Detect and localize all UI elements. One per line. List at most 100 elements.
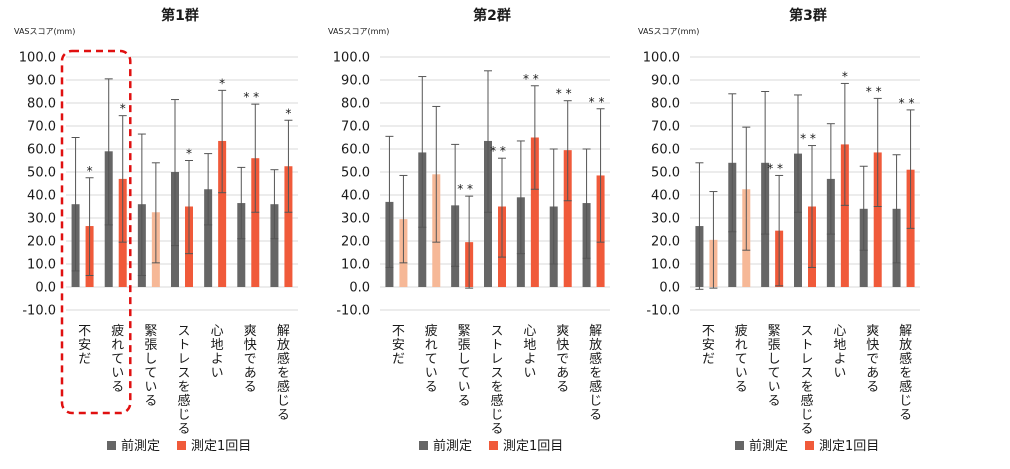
y-tick-label: 40.0 <box>651 189 680 204</box>
category-char: 感 <box>488 393 504 407</box>
category-char: 爽 <box>553 324 569 337</box>
legend-label-post: 測定1回目 <box>503 439 563 454</box>
bar-pre <box>794 153 802 287</box>
y-tick-label: 0.0 <box>349 281 370 296</box>
category-char: し <box>455 352 470 365</box>
category-char: で <box>553 352 568 365</box>
category-char: る <box>141 394 156 407</box>
chart-title: 第2群 <box>473 7 511 24</box>
y-tick-label: 80.0 <box>341 97 370 112</box>
category-char: 放 <box>586 338 602 352</box>
category-char: よ <box>830 352 845 365</box>
chart-panel-2: 第2群 VASスコア(mm) 100.0 90.0 80.0 70.0 60.0 50.0 40… <box>328 7 610 454</box>
significance-marker: * <box>219 76 225 90</box>
significance-marker: * * <box>457 182 473 196</box>
significance-marker: * * <box>523 72 539 86</box>
category-char: じ <box>586 394 601 407</box>
legend-swatch-pre <box>419 441 428 450</box>
chart-panel-1: 第1群 VASスコア(mm) 100.0 90.0 80.0 70.0 60.0 50.0 40… <box>14 7 298 454</box>
category-char: だ <box>699 352 714 365</box>
category-char: 緊 <box>765 324 781 337</box>
category-char: る <box>488 422 503 435</box>
legend-label-post: 測定1回目 <box>191 439 251 454</box>
category-label: 心地よい <box>830 324 846 379</box>
category-char: い <box>141 380 156 393</box>
y-tick-label: 10.0 <box>341 258 370 273</box>
significance-marker: * * <box>899 96 915 110</box>
category-char: 疲 <box>422 323 438 337</box>
legend-swatch-post <box>177 441 186 450</box>
category-label: 疲れている <box>732 323 748 393</box>
significance-marker: * * <box>490 144 506 158</box>
category-label: 不安だ <box>699 324 715 365</box>
category-char: て <box>422 352 437 365</box>
bar-pre <box>237 203 246 287</box>
y-tick-label: 10.0 <box>651 258 680 273</box>
y-tick-label: 80.0 <box>651 97 680 112</box>
category-label: 心地よい <box>208 324 224 379</box>
category-char: レ <box>488 352 503 365</box>
category-char: だ <box>389 352 404 365</box>
y-axis-unit-label: VASスコア(mm) <box>14 27 75 36</box>
category-char: る <box>241 380 256 393</box>
category-char: じ <box>488 408 503 421</box>
bar-post <box>563 150 572 287</box>
y-tick-label: 0.0 <box>35 281 56 296</box>
category-char: じ <box>798 408 813 421</box>
category-label: 疲れている <box>422 323 438 393</box>
category-char: ス <box>798 366 813 379</box>
category-char: だ <box>75 352 90 365</box>
category-char: じ <box>274 394 289 407</box>
bar-post <box>840 144 849 287</box>
category-char: る <box>586 408 601 421</box>
category-char: し <box>765 352 780 365</box>
category-char: 感 <box>896 379 912 393</box>
bar-post <box>218 140 227 287</box>
y-tick-label: 60.0 <box>27 143 56 158</box>
category-char: い <box>830 366 845 379</box>
chart-title: 第3群 <box>789 7 827 24</box>
category-char: 安 <box>75 338 91 351</box>
bar-post <box>530 137 539 287</box>
significance-marker: * * <box>589 95 605 109</box>
legend-swatch-post <box>805 441 814 450</box>
y-tick-label: 100.0 <box>19 51 56 66</box>
category-char: る <box>863 380 878 393</box>
category-label: ストレスを感じる <box>488 324 504 435</box>
significance-marker: * <box>120 102 126 116</box>
y-tick-label: 20.0 <box>341 235 370 250</box>
bar-post <box>251 158 260 287</box>
category-char: い <box>732 366 747 379</box>
category-char: い <box>455 380 470 393</box>
category-char: 張 <box>765 338 781 351</box>
category-char: る <box>798 422 813 435</box>
legend-label-pre: 前測定 <box>121 438 160 454</box>
category-label: 不安だ <box>389 324 405 365</box>
legend-swatch-pre <box>735 441 744 450</box>
category-char: る <box>108 380 123 393</box>
significance-marker: * <box>842 69 848 83</box>
category-label: ストレスを感じる <box>175 324 191 435</box>
y-tick-label: 70.0 <box>651 120 680 135</box>
category-char: 感 <box>274 379 290 393</box>
category-char: 解 <box>896 324 912 338</box>
category-char: ス <box>488 324 503 337</box>
y-tick-label: 30.0 <box>27 212 56 227</box>
y-tick-label: 70.0 <box>27 120 56 135</box>
y-axis-unit-label: VASスコア(mm) <box>328 27 389 36</box>
category-char: あ <box>553 366 568 379</box>
category-char: 張 <box>455 338 471 351</box>
category-char: 感 <box>175 393 191 407</box>
y-tick-label: 60.0 <box>651 143 680 158</box>
category-char: レ <box>175 352 190 365</box>
category-char: じ <box>896 394 911 407</box>
category-char: 安 <box>699 338 715 351</box>
category-char: で <box>241 352 256 365</box>
category-char: あ <box>863 366 878 379</box>
category-char: る <box>274 408 289 421</box>
category-char: 地 <box>520 338 536 351</box>
y-tick-label: 20.0 <box>27 235 56 250</box>
category-char: 快 <box>553 338 569 351</box>
category-char: し <box>141 352 156 365</box>
category-char: よ <box>520 352 535 365</box>
